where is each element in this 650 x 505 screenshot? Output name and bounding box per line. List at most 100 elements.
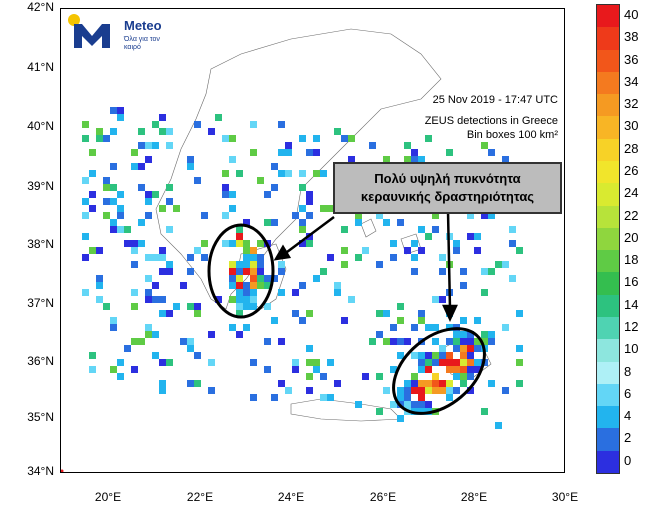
detection-cell — [348, 156, 355, 163]
detection-cell — [96, 135, 103, 142]
colorbar-label: 8 — [624, 363, 632, 379]
detection-cell — [488, 268, 495, 275]
detection-cell — [460, 317, 467, 324]
detection-cell — [145, 324, 152, 331]
detection-cell — [313, 135, 320, 142]
detection-cell — [418, 387, 425, 394]
meteo-m-icon — [74, 24, 110, 48]
detection-cell — [502, 387, 509, 394]
detection-cell — [264, 275, 271, 282]
detection-cell — [208, 128, 215, 135]
detection-cell — [502, 261, 509, 268]
detection-cell — [418, 247, 425, 254]
detection-cell — [516, 247, 523, 254]
detection-cell — [243, 254, 250, 261]
detection-cell — [110, 163, 117, 170]
detection-cell — [229, 324, 236, 331]
colorbar-segment — [597, 428, 619, 451]
colorbar-segment — [597, 138, 619, 161]
detection-cell — [82, 121, 89, 128]
detection-cell — [341, 226, 348, 233]
detection-cell — [257, 254, 264, 261]
detection-cell — [306, 359, 313, 366]
detection-cell — [124, 240, 131, 247]
detection-cell — [453, 247, 460, 254]
detection-cells — [82, 107, 530, 429]
detection-cell — [453, 338, 460, 345]
detection-cell — [467, 338, 474, 345]
detection-cell — [320, 373, 327, 380]
detection-cell — [166, 310, 173, 317]
detection-cell — [390, 338, 397, 345]
colorbar-segment — [597, 272, 619, 295]
detection-cell — [131, 163, 138, 170]
detection-cell — [376, 331, 383, 338]
detection-cell — [495, 261, 502, 268]
detection-cell — [131, 240, 138, 247]
detection-cell — [222, 191, 229, 198]
detection-cell — [145, 289, 152, 296]
detection-cell — [341, 261, 348, 268]
detection-cell — [243, 268, 250, 275]
logo-tagline: Όλα για τον καιρό — [124, 36, 160, 51]
detection-cell — [243, 289, 250, 296]
detection-cell — [117, 373, 124, 380]
detection-cell — [82, 177, 89, 184]
detection-cell — [264, 282, 271, 289]
detection-cell — [117, 114, 124, 121]
detection-cell — [320, 394, 327, 401]
detection-cell — [348, 296, 355, 303]
detection-cell — [411, 268, 418, 275]
colorbar-segment — [597, 49, 619, 72]
detection-cell — [439, 268, 446, 275]
detection-cell — [201, 240, 208, 247]
detection-cell — [453, 387, 460, 394]
detection-cell — [229, 268, 236, 275]
x-tick: 20°E — [94, 490, 122, 504]
detection-cell — [418, 226, 425, 233]
detection-cell — [208, 359, 215, 366]
x-tick: 28°E — [460, 490, 488, 504]
colorbar-label: 36 — [624, 51, 639, 67]
detection-cell — [243, 219, 250, 226]
detection-cell — [481, 289, 488, 296]
detection-cell — [131, 338, 138, 345]
detection-cell — [404, 142, 411, 149]
detection-cell — [390, 401, 397, 408]
detection-cell — [481, 331, 488, 338]
detection-cell — [327, 359, 334, 366]
detection-cell — [278, 261, 285, 268]
y-tick: 36°N — [27, 354, 54, 368]
detection-cell — [313, 366, 320, 373]
detection-cell — [404, 338, 411, 345]
arrow-east-head — [442, 304, 458, 322]
detection-cell — [313, 170, 320, 177]
detection-cell — [278, 380, 285, 387]
detection-cell — [131, 366, 138, 373]
detection-cell — [250, 254, 257, 261]
detection-cell — [145, 254, 152, 261]
colorbar-label: 12 — [624, 319, 639, 334]
detection-cell — [131, 303, 138, 310]
detection-cell — [152, 121, 159, 128]
colorbar-segment — [597, 294, 619, 317]
detection-cell — [103, 177, 110, 184]
detection-cell — [453, 373, 460, 380]
sun-icon — [68, 14, 80, 26]
detection-cell — [306, 387, 313, 394]
detection-cell — [418, 310, 425, 317]
detection-cell — [250, 275, 257, 282]
detection-cell — [152, 254, 159, 261]
detection-cell — [474, 338, 481, 345]
detection-cell — [166, 261, 173, 268]
detection-cell — [187, 345, 194, 352]
map-canvas — [61, 28, 530, 472]
detection-cell — [516, 380, 523, 387]
detection-cell — [236, 170, 243, 177]
detection-cell — [131, 289, 138, 296]
detection-cell — [460, 268, 467, 275]
colorbar-label: 0 — [624, 452, 632, 468]
colorbar-segment — [597, 205, 619, 228]
detection-cell — [145, 191, 152, 198]
detection-cell — [257, 282, 264, 289]
